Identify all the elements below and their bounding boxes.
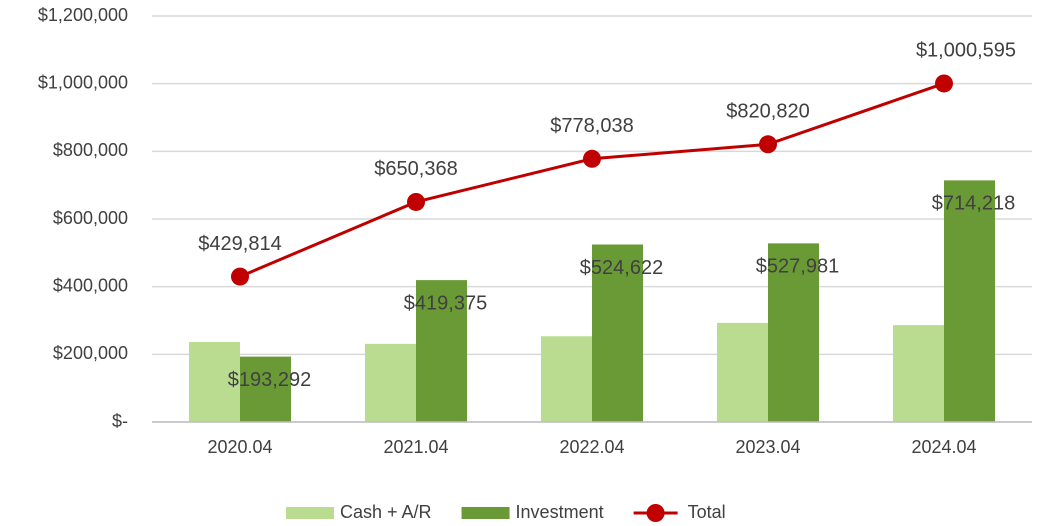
- y-tick-label: $1,200,000: [38, 5, 128, 25]
- y-tick-label: $1,000,000: [38, 72, 128, 92]
- data-label: $524,622: [580, 257, 663, 279]
- data-label: $527,981: [756, 256, 839, 278]
- legend-label: Cash + A/R: [340, 502, 432, 522]
- legend-label: Total: [688, 502, 726, 522]
- line-marker: [583, 149, 601, 168]
- data-label: $429,814: [198, 233, 281, 255]
- line-marker: [231, 267, 249, 286]
- line-marker: [407, 192, 425, 211]
- bar: [592, 244, 643, 422]
- legend-swatch: [461, 507, 510, 519]
- data-label: $193,292: [228, 369, 311, 391]
- legend-swatch: [646, 504, 665, 522]
- y-tick-label: $400,000: [53, 275, 128, 295]
- data-label: $419,375: [404, 292, 487, 314]
- data-label: $820,820: [726, 101, 809, 123]
- x-tick-label: 2020.04: [207, 437, 272, 457]
- bar: [944, 180, 995, 422]
- data-label: $778,038: [550, 115, 633, 137]
- line-marker: [935, 74, 953, 93]
- data-label: $650,368: [374, 158, 457, 180]
- x-tick-label: 2021.04: [383, 437, 448, 457]
- bar: [717, 322, 768, 422]
- bar: [541, 336, 592, 422]
- line-marker: [759, 135, 777, 154]
- y-tick-label: $800,000: [53, 140, 128, 160]
- data-label: $1,000,595: [916, 40, 1016, 62]
- legend-swatch: [286, 507, 334, 519]
- bar: [416, 280, 467, 422]
- bar: [365, 343, 416, 422]
- bar: [893, 325, 944, 422]
- bar: [189, 341, 240, 422]
- y-tick-label: $600,000: [53, 208, 128, 228]
- x-tick-label: 2022.04: [559, 437, 624, 457]
- bar: [768, 243, 819, 422]
- x-tick-label: 2024.04: [911, 437, 976, 457]
- x-tick-label: 2023.04: [735, 437, 800, 457]
- bar: [240, 356, 291, 422]
- y-tick-label: $-: [112, 411, 128, 431]
- legend-label: Investment: [516, 502, 604, 522]
- data-label: $714,218: [932, 193, 1015, 215]
- y-tick-label: $200,000: [53, 343, 128, 363]
